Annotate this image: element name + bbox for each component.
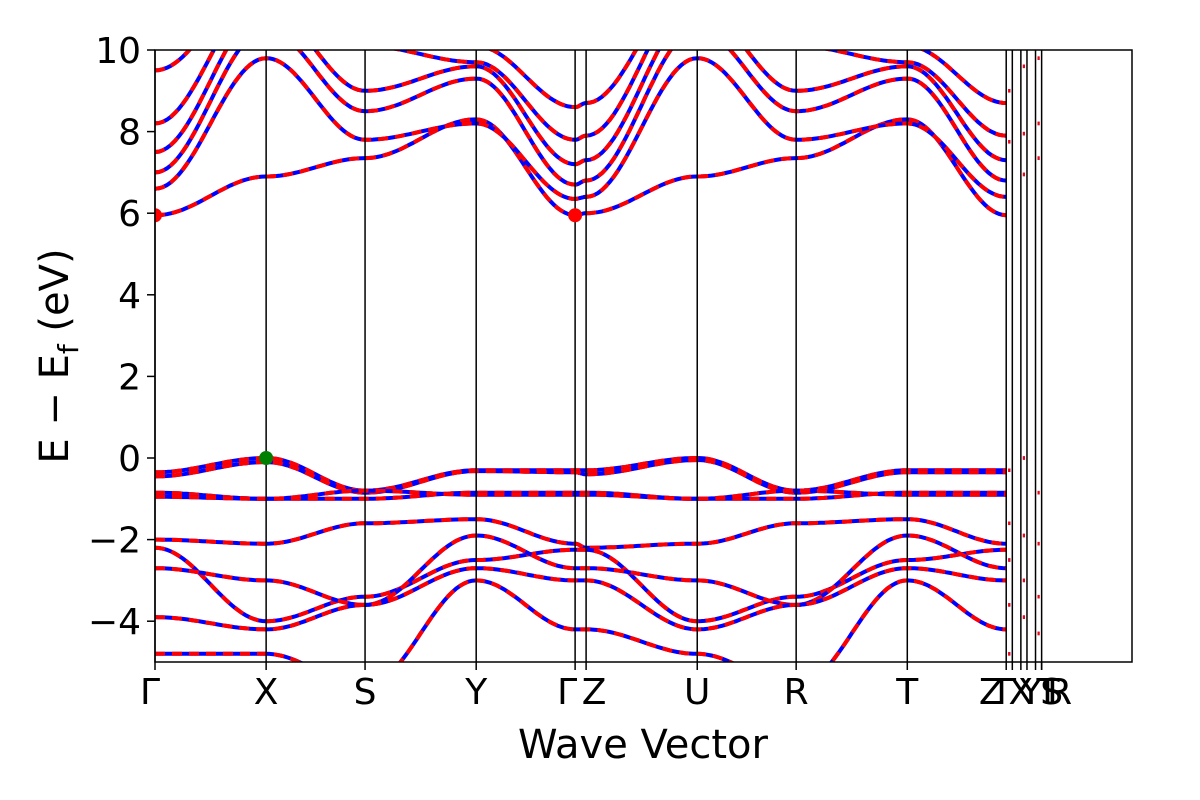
x-tick-label: Z	[979, 672, 1004, 713]
band-line-dashed	[155, 533, 1007, 607]
band-line-dashed	[155, 517, 1007, 550]
band-line-dashed	[155, 50, 1007, 110]
x-tick-label: T	[895, 672, 919, 713]
x-tick-label: Γ	[996, 672, 1016, 713]
band-line-dashed	[155, 50, 1007, 142]
band-line	[155, 50, 1007, 187]
band-line-dashed	[155, 457, 1007, 495]
x-tick-label: U	[684, 672, 710, 713]
extrema-markers	[155, 208, 583, 465]
y-tick-label: −2	[88, 521, 141, 562]
y-tick-label: −4	[88, 602, 141, 643]
y-tick-label: 2	[118, 357, 141, 398]
cbm-marker	[568, 208, 583, 223]
plot-frame	[154, 49, 1133, 663]
kpoint-lines	[154, 50, 1043, 662]
y-ticks: −4 −2 0 2 4 6 8 10	[88, 31, 155, 643]
y-tick-label: 6	[118, 194, 141, 235]
band-line-dashed	[155, 545, 1007, 624]
x-tick-label: X	[1009, 672, 1034, 713]
x-tick-label: R	[784, 672, 809, 713]
x-tick-label: S	[354, 672, 377, 713]
y-tick-label: 8	[118, 113, 141, 154]
band-line-dashed	[155, 50, 1007, 167]
x-tick-label: S	[1040, 672, 1063, 713]
x-tick-label: Γ	[557, 672, 577, 713]
x-tick-label: X	[254, 672, 279, 713]
y-axis-title: E − Ef (eV)	[32, 248, 85, 463]
y-tick-label: 0	[118, 439, 141, 480]
x-axis-title: Wave Vector	[518, 722, 769, 768]
x-tick-label: T	[1036, 672, 1060, 713]
band-line-dashed	[155, 578, 1007, 662]
x-tick-label: Z	[582, 672, 607, 713]
vbm-marker	[259, 451, 274, 465]
band-line-dashed	[155, 488, 1007, 501]
x-tick-label: Γ	[140, 672, 160, 713]
y-tick-label: 10	[95, 31, 141, 72]
band-line-dashed	[155, 456, 1007, 493]
band-line-dashed	[155, 117, 1007, 218]
cbm-marker	[155, 208, 162, 223]
x-tick-label: Y	[1019, 672, 1043, 713]
band-line-dashed	[155, 56, 1007, 201]
x-tick-label: R	[1047, 672, 1072, 713]
x-tick-label: Y	[464, 672, 488, 713]
band-line	[155, 566, 1007, 632]
y-tick-label: 4	[118, 276, 141, 317]
